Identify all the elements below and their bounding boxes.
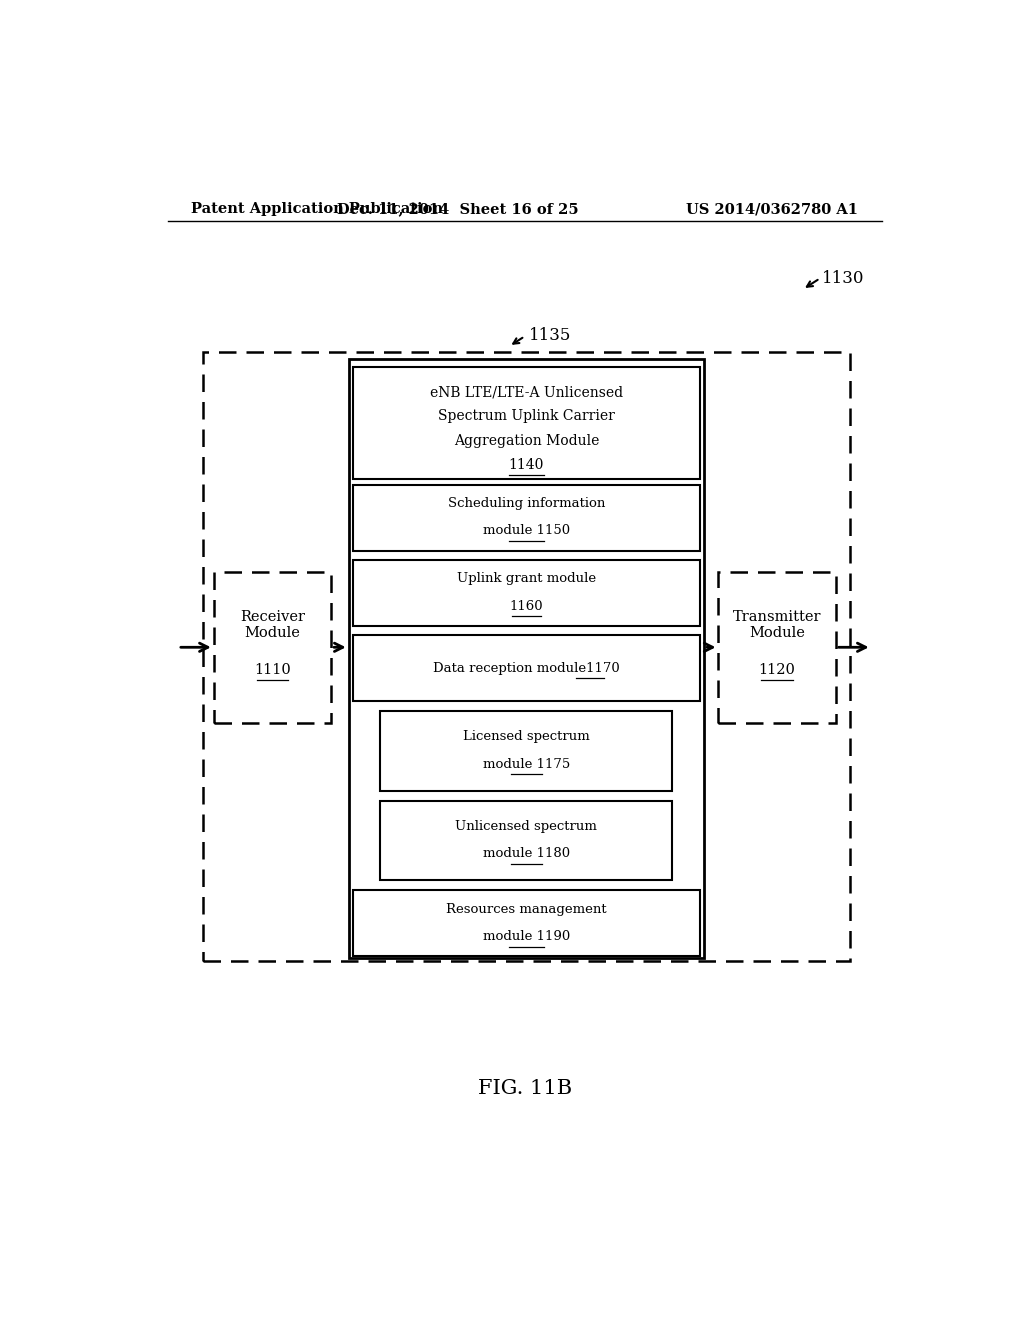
Text: Aggregation Module: Aggregation Module bbox=[454, 434, 599, 447]
Text: Transmitter
Module: Transmitter Module bbox=[733, 610, 821, 640]
Bar bbox=[719, 572, 836, 722]
Text: module 1175: module 1175 bbox=[482, 758, 570, 771]
Bar bbox=[348, 359, 705, 958]
Text: 1140: 1140 bbox=[509, 458, 544, 473]
Bar bbox=[380, 711, 673, 791]
Bar bbox=[352, 484, 700, 550]
Text: 1160: 1160 bbox=[510, 599, 543, 612]
Text: module 1150: module 1150 bbox=[483, 524, 570, 537]
Text: 1120: 1120 bbox=[759, 663, 796, 677]
Text: Dec. 11, 2014  Sheet 16 of 25: Dec. 11, 2014 Sheet 16 of 25 bbox=[337, 202, 579, 216]
Bar bbox=[352, 635, 700, 701]
Bar bbox=[204, 351, 850, 961]
Text: Licensed spectrum: Licensed spectrum bbox=[463, 730, 590, 743]
Text: module 1180: module 1180 bbox=[483, 847, 570, 861]
Text: Resources management: Resources management bbox=[446, 903, 606, 916]
Bar bbox=[352, 560, 700, 626]
Text: US 2014/0362780 A1: US 2014/0362780 A1 bbox=[686, 202, 858, 216]
Bar bbox=[380, 801, 673, 880]
Text: Scheduling information: Scheduling information bbox=[447, 496, 605, 510]
Bar bbox=[352, 367, 700, 479]
Text: 1130: 1130 bbox=[822, 269, 865, 286]
Text: Uplink grant module: Uplink grant module bbox=[457, 572, 596, 585]
Text: Patent Application Publication: Patent Application Publication bbox=[191, 202, 443, 216]
Text: eNB LTE/LTE-A Unlicensed: eNB LTE/LTE-A Unlicensed bbox=[430, 385, 623, 399]
Text: Data reception module1170: Data reception module1170 bbox=[433, 661, 620, 675]
Text: Spectrum Uplink Carrier: Spectrum Uplink Carrier bbox=[438, 409, 614, 424]
Text: 1135: 1135 bbox=[528, 327, 571, 343]
Text: FIG. 11B: FIG. 11B bbox=[478, 1078, 571, 1098]
Bar bbox=[352, 890, 700, 956]
Text: 1110: 1110 bbox=[254, 663, 291, 677]
Text: Receiver
Module: Receiver Module bbox=[240, 610, 305, 640]
Text: module 1190: module 1190 bbox=[482, 931, 570, 942]
Bar bbox=[214, 572, 331, 722]
Text: Unlicensed spectrum: Unlicensed spectrum bbox=[456, 820, 597, 833]
